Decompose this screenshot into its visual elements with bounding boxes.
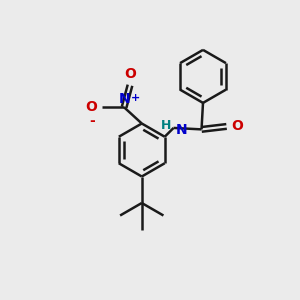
Text: N: N: [176, 123, 188, 137]
Text: O: O: [124, 67, 136, 81]
Text: -: -: [90, 114, 95, 128]
Text: N: N: [118, 92, 130, 106]
Text: +: +: [130, 93, 140, 103]
Text: O: O: [86, 100, 98, 114]
Text: H: H: [161, 119, 171, 132]
Text: O: O: [231, 119, 243, 134]
